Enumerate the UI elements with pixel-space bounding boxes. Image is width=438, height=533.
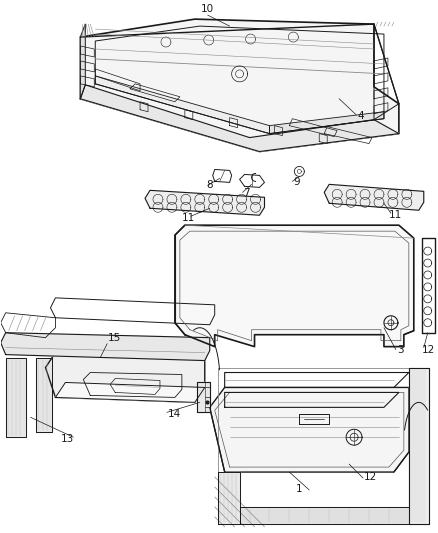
Text: 3: 3 xyxy=(397,345,403,354)
Text: 4: 4 xyxy=(357,111,364,120)
Text: 10: 10 xyxy=(201,4,214,14)
Polygon shape xyxy=(6,358,25,437)
Polygon shape xyxy=(80,85,399,151)
Text: 11: 11 xyxy=(389,210,402,220)
Text: 11: 11 xyxy=(182,213,195,223)
Polygon shape xyxy=(145,190,265,215)
Polygon shape xyxy=(409,368,429,524)
Polygon shape xyxy=(269,112,384,134)
Text: 1: 1 xyxy=(296,484,303,494)
Polygon shape xyxy=(35,358,53,432)
Text: 12: 12 xyxy=(422,345,435,354)
Polygon shape xyxy=(95,76,269,134)
Polygon shape xyxy=(218,472,240,524)
Text: 9: 9 xyxy=(293,177,300,188)
Polygon shape xyxy=(80,24,85,99)
Polygon shape xyxy=(175,225,414,346)
Text: 12: 12 xyxy=(364,472,377,482)
Polygon shape xyxy=(240,507,409,524)
Text: 7: 7 xyxy=(244,188,250,198)
Text: 14: 14 xyxy=(168,409,181,419)
Polygon shape xyxy=(210,387,409,472)
Polygon shape xyxy=(56,383,205,402)
Polygon shape xyxy=(197,383,210,413)
Polygon shape xyxy=(46,353,205,402)
Text: 13: 13 xyxy=(60,434,74,444)
Text: 15: 15 xyxy=(108,333,121,343)
Polygon shape xyxy=(1,333,210,360)
Polygon shape xyxy=(80,19,399,151)
Polygon shape xyxy=(324,184,424,210)
Text: 8: 8 xyxy=(206,180,212,190)
